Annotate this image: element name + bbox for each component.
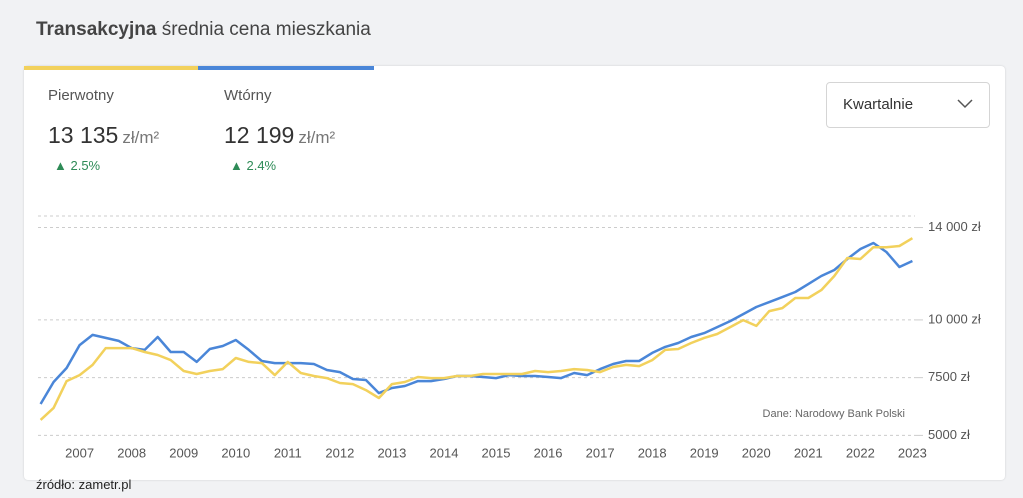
stat-unit: zł/m² [122, 128, 160, 147]
tab-indicator [24, 66, 198, 70]
x-tick-label: 2017 [586, 445, 615, 460]
tab-indicator [198, 66, 374, 70]
y-tick-label: 7500 zł [928, 369, 970, 384]
x-tick-label: 2009 [169, 445, 198, 460]
x-tick-label: 2013 [377, 445, 406, 460]
x-tick-label: 2012 [325, 445, 354, 460]
x-tick-label: 2014 [430, 445, 459, 460]
stat-value: 12 199 [224, 122, 295, 148]
source-note: źródło: zametr.pl [36, 477, 132, 492]
stat-tab[interactable]: Pierwotny 13 135 zł/m² ▲ 2.5% [24, 66, 198, 176]
chart-annotation: Dane: Narodowy Bank Polski [763, 408, 905, 420]
card: Pierwotny 13 135 zł/m² ▲ 2.5% Wtórny 12 1… [24, 66, 1005, 480]
stat-value-row: 12 199 zł/m² [224, 122, 335, 149]
x-tick-label: 2019 [690, 445, 719, 460]
x-tick-label: 2008 [117, 445, 146, 460]
page-title: Transakcyjna średnia cena mieszkania [36, 19, 371, 41]
period-dropdown[interactable]: Kwartalnie [826, 82, 990, 128]
y-tick-label: 14 000 zł [928, 219, 981, 234]
stat-change-value: 2.4% [246, 158, 277, 173]
x-tick-label: 2021 [794, 445, 823, 460]
dropdown-arrow [957, 99, 973, 109]
stat-label: Wtórny [224, 87, 272, 104]
stat-value: 13 135 [48, 122, 119, 148]
series-line [39, 237, 914, 421]
x-tick-label: 2011 [274, 445, 302, 460]
stat-change: ▲ 2.4% [230, 158, 277, 173]
stat-label: Pierwotny [48, 87, 114, 104]
x-tick-label: 2016 [534, 445, 563, 460]
stat-value-row: 13 135 zł/m² [48, 122, 159, 149]
y-tick-label: 5000 zł [928, 427, 970, 442]
stat-change: ▲ 2.5% [54, 158, 101, 173]
x-tick-label: 2007 [65, 445, 94, 460]
dropdown-label: Kwartalnie [843, 96, 914, 113]
title-rest: średnia cena mieszkania [161, 19, 371, 40]
y-tick-label: 10 000 zł [928, 311, 981, 326]
x-tick-label: 2023 [898, 445, 927, 460]
x-tick-label: 2020 [742, 445, 771, 460]
x-tick-label: 2018 [638, 445, 667, 460]
x-tick-label: 2010 [221, 445, 250, 460]
series-line [39, 241, 913, 405]
stat-change-value: 2.5% [70, 158, 101, 173]
stat-unit: zł/m² [298, 128, 336, 147]
stat-tab[interactable]: Wtórny 12 199 zł/m² ▲ 2.4% [198, 66, 374, 176]
x-tick-label: 2022 [846, 445, 875, 460]
title-bold: Transakcyjna [36, 19, 157, 40]
x-tick-label: 2015 [482, 445, 511, 460]
